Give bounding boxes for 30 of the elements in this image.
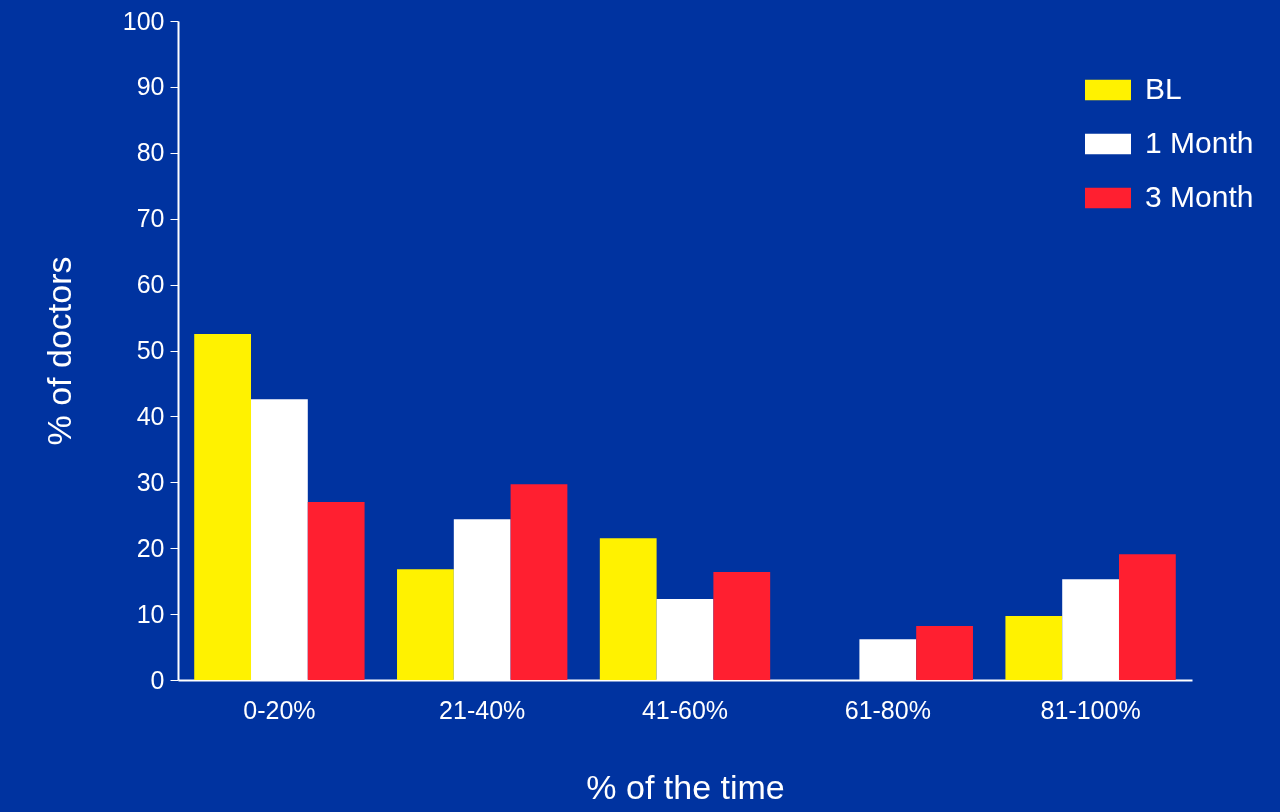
legend-label: BL	[1145, 72, 1182, 105]
x-tick-label: 81-100%	[1040, 695, 1141, 724]
bar	[1005, 616, 1063, 680]
y-tick-label: 80	[136, 138, 165, 167]
bar	[510, 484, 568, 680]
y-tick-label: 0	[150, 665, 165, 694]
y-tick-label: 70	[136, 204, 165, 233]
bar	[713, 571, 771, 680]
x-tick-label: 0-20%	[243, 695, 316, 724]
y-axis-title: % of doctors	[39, 256, 78, 446]
x-tick-label: 21-40%	[439, 695, 526, 724]
y-tick-label: 50	[136, 336, 165, 364]
bar	[599, 538, 657, 680]
bar	[916, 625, 973, 680]
y-tick-label: 90	[136, 72, 165, 101]
x-tick-label: 41-60%	[641, 695, 729, 724]
y-tick-label: 40	[136, 401, 165, 430]
y-tick-label: 20	[136, 533, 165, 562]
legend-label: 1 Month	[1145, 126, 1254, 159]
bar	[397, 569, 454, 680]
bar	[1118, 554, 1176, 680]
x-axis-title: % of the time	[586, 767, 785, 806]
x-tick-label: 61-80%	[844, 695, 931, 724]
y-tick-label: 30	[136, 467, 165, 496]
bar	[194, 334, 252, 680]
y-tick-label: 100	[122, 6, 165, 35]
y-tick-label: 60	[136, 270, 165, 299]
bar	[307, 502, 365, 680]
legend-label: 3 Month	[1145, 180, 1254, 213]
y-tick-label: 10	[136, 599, 165, 628]
